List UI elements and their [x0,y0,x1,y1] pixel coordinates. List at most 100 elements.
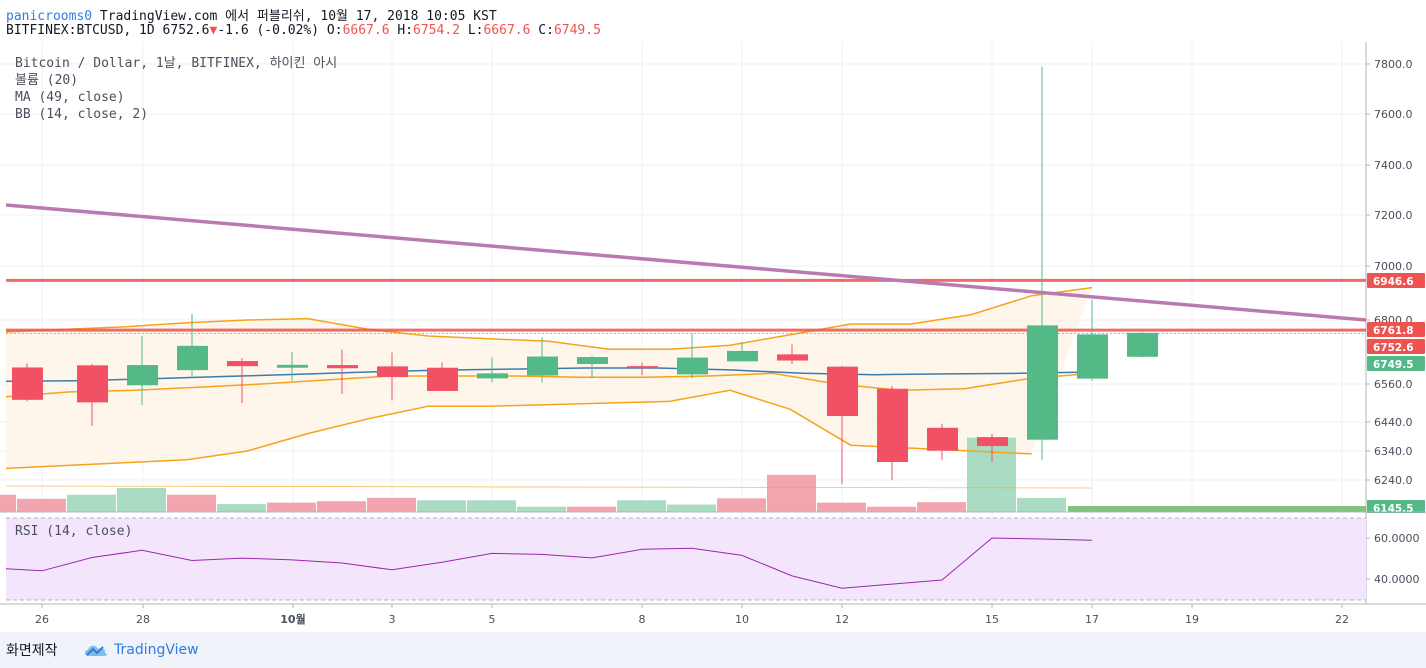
volume-bar [1017,497,1066,512]
candle-body [777,354,808,361]
candle-body [1027,325,1058,440]
price-tag-label: 6749.5 [1373,359,1414,371]
candle-body [577,357,608,364]
symbol-label: BITFINEX:BTCUSD, 1D [6,23,155,38]
volume-bar [817,502,866,512]
volume-bar [667,504,716,512]
candle-body [277,364,308,368]
candle-body [1077,334,1108,379]
volume-bar [117,488,166,512]
price-tick-label: 6340.0 [1374,445,1413,458]
time-tick-label: 5 [489,613,496,626]
price-tag-label: 6761.8 [1373,325,1414,337]
candles [12,66,1158,485]
candle-body [877,388,908,463]
price-tag [1367,356,1425,371]
candle-body [977,437,1008,447]
publish-line: panicrooms0 TradingView.com 에서 퍼블리쉬, 10월… [6,5,497,24]
volume-bar [367,497,416,512]
volume-bar [517,506,566,512]
candle-body [677,357,708,375]
time-tick-label: 3 [389,613,396,626]
price-tick-label: 7400.0 [1374,159,1413,172]
volume-bar [17,498,66,512]
candle-body [427,367,458,391]
price-tick-label: 6440.0 [1374,416,1413,429]
rsi-axis-background [1367,513,1426,604]
volume-bars [0,437,1366,512]
time-tick-label: 10월 [280,612,305,626]
high-value: 6754.2 [413,23,460,38]
volume-bar [317,501,366,512]
tradingview-logo[interactable]: TradingView [84,641,199,659]
bb-fill [6,287,1092,469]
time-tick-label: 22 [1335,613,1349,626]
legend-rsi: RSI (14, close) [15,524,132,539]
volume-bar [0,494,16,512]
volume-bar [767,474,816,512]
time-tick-label: 15 [985,613,999,626]
volume-ma-line [5,485,1093,489]
legend-volume: 볼륨 (20) [15,73,78,88]
bb-band-fill [6,287,1092,469]
price-tick-label: 6560.0 [1374,378,1413,391]
volume-bar [867,506,916,512]
time-tick-label: 8 [639,613,646,626]
price-axis[interactable]: 7800.07600.07400.07200.07000.06800.06560… [1366,42,1426,604]
time-tick-label: 26 [35,613,49,626]
last-price: 6752.6 [162,23,210,38]
volume-bar [67,494,116,512]
time-tick-label: 12 [835,613,849,626]
candle-body [727,350,758,362]
time-axis[interactable]: 26 28 10월 3 5 8 10 12 15 17 19 22 [0,603,1426,626]
time-tick-label: 28 [136,613,150,626]
author-link[interactable]: panicrooms0 [6,9,93,24]
trend-line [5,203,1367,322]
volume-baseline [1068,506,1366,512]
low-value: 6667.6 [483,23,531,38]
rsi-line [5,537,1093,589]
price-tag [1367,500,1425,515]
volume-bar [717,498,766,512]
rsi-background [6,518,1366,600]
made-with-label: 화면제작 [6,643,58,659]
price-tag [1367,322,1425,337]
volume-bar [617,500,666,512]
price-tick-label: 7200.0 [1374,209,1413,222]
volume-bar [267,502,316,512]
bb-upper-line [5,286,1093,351]
legend-title: Bitcoin / Dollar, 1날, BITFINEX, 하이킨 아시 [15,56,337,71]
candle-body [127,365,158,386]
volume-bar [467,500,516,512]
close-value: 6749.5 [553,23,601,38]
rsi-pane: 60.0000 40.0000 [0,511,1426,604]
open-label: O: [326,23,343,38]
time-tick-label: 17 [1085,613,1099,626]
candle-body [477,373,508,379]
price-tag [1367,339,1425,354]
snapshot-header: panicrooms0 TradingView.com 에서 퍼블리쉬, 10월… [0,0,1426,44]
price-chart[interactable]: 7800.07600.07400.07200.07000.06800.06560… [0,42,1426,632]
candle-body [12,367,43,400]
down-arrow-icon: ▼ [209,23,218,38]
candle-body [827,366,858,416]
candle-body [227,361,258,367]
high-label: H: [397,23,414,38]
price-tick-label: 6240.0 [1374,474,1413,487]
candle-body [377,366,408,378]
volume-bar [917,502,966,512]
bb-middle-line [5,372,1093,398]
open-value: 6667.6 [342,23,390,38]
publish-info: TradingView.com 에서 퍼블리쉬, 10월 17, 2018 10… [92,9,497,24]
legend-bb: BB (14, close, 2) [15,107,148,122]
footer: 화면제작 TradingView [0,632,1426,668]
price-tick-label: 7000.0 [1374,260,1413,273]
cloud-logo-icon [85,645,107,656]
candle-body [527,356,558,376]
price-tag [1367,273,1425,288]
time-tick-label: 10 [735,613,749,626]
change-value: -1.6 (-0.02%) [217,23,320,38]
close-label: C: [538,23,554,38]
time-tick-label: 19 [1185,613,1199,626]
price-tag-label: 6946.6 [1373,276,1414,288]
